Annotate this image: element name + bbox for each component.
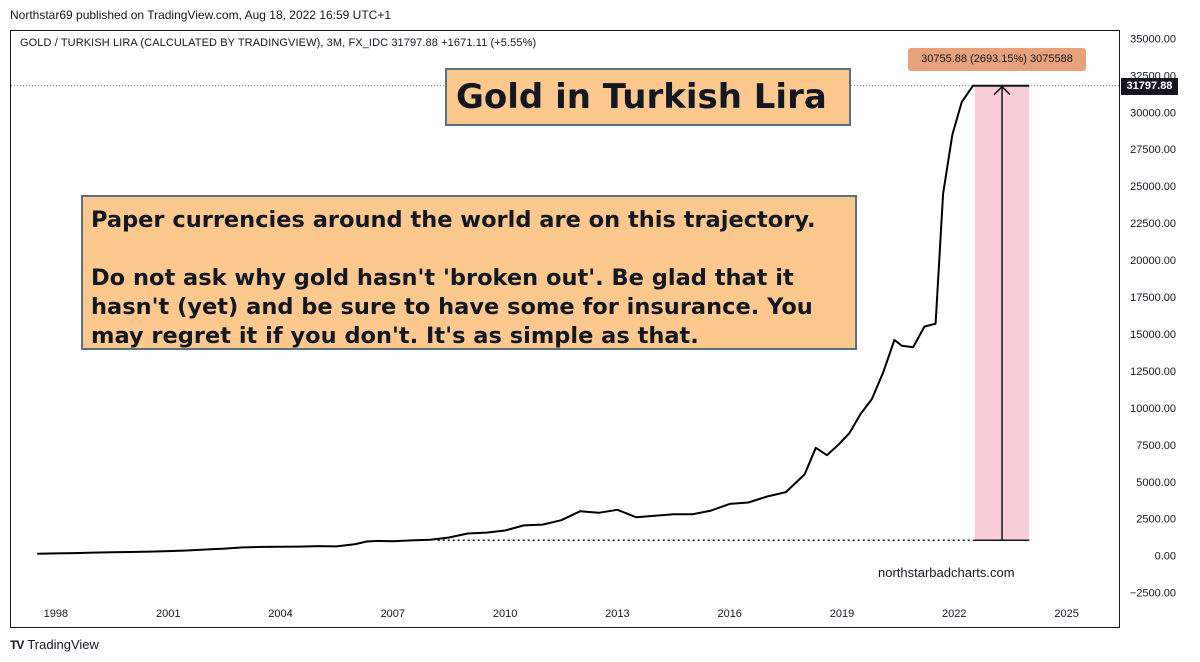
y-tick-label: 20000.00 xyxy=(1130,255,1176,267)
x-tick-label: 2007 xyxy=(381,608,405,620)
publisher-line: Northstar69 published on TradingView.com… xyxy=(10,8,392,22)
x-tick-label: 1998 xyxy=(44,608,68,620)
symbol-line: GOLD / TURKISH LIRA (CALCULATED BY TRADI… xyxy=(20,37,537,49)
tradingview-logo[interactable]: TV TradingView xyxy=(10,637,99,652)
watermark: northstarbadcharts.com xyxy=(878,565,1015,580)
x-tick-label: 2016 xyxy=(717,608,741,620)
y-tick-label: 17500.00 xyxy=(1130,292,1176,304)
y-tick-label: 35000.00 xyxy=(1130,33,1176,45)
y-tick-label: 2500.00 xyxy=(1136,514,1176,526)
last-price-tag: 31797.88 xyxy=(1121,78,1178,95)
y-tick-label: 27500.00 xyxy=(1130,144,1176,156)
y-tick-label: 12500.00 xyxy=(1130,366,1176,378)
x-tick-label: 2004 xyxy=(268,608,292,620)
measure-label: 30755.88 (2693.15%) 3075588 xyxy=(908,48,1086,71)
x-tick-label: 2025 xyxy=(1054,608,1078,620)
tradingview-logo-icon: TV xyxy=(10,637,24,652)
title-annotation[interactable]: Gold in Turkish Lira xyxy=(445,68,851,126)
y-tick-label: 22500.00 xyxy=(1130,218,1176,230)
y-tick-label: 10000.00 xyxy=(1130,403,1176,415)
y-tick-label: 15000.00 xyxy=(1130,329,1176,341)
tradingview-logo-text: TradingView xyxy=(27,637,99,652)
y-tick-label: 5000.00 xyxy=(1136,477,1176,489)
y-tick-label: 30000.00 xyxy=(1130,107,1176,119)
x-tick-label: 2022 xyxy=(942,608,966,620)
measure-arrowhead xyxy=(993,85,1011,96)
y-tick-label: 25000.00 xyxy=(1130,181,1176,193)
note-annotation[interactable]: Paper currencies around the world are on… xyxy=(81,195,857,350)
y-tick-label: −2500.00 xyxy=(1130,588,1176,600)
x-tick-label: 2019 xyxy=(830,608,854,620)
x-tick-label: 2010 xyxy=(493,608,517,620)
x-tick-label: 2013 xyxy=(605,608,629,620)
chart-frame xyxy=(10,30,1120,628)
y-tick-label: 0.00 xyxy=(1155,551,1176,563)
y-tick-label: 7500.00 xyxy=(1136,440,1176,452)
price-series-line[interactable] xyxy=(37,84,1030,555)
x-tick-label: 2001 xyxy=(156,608,180,620)
